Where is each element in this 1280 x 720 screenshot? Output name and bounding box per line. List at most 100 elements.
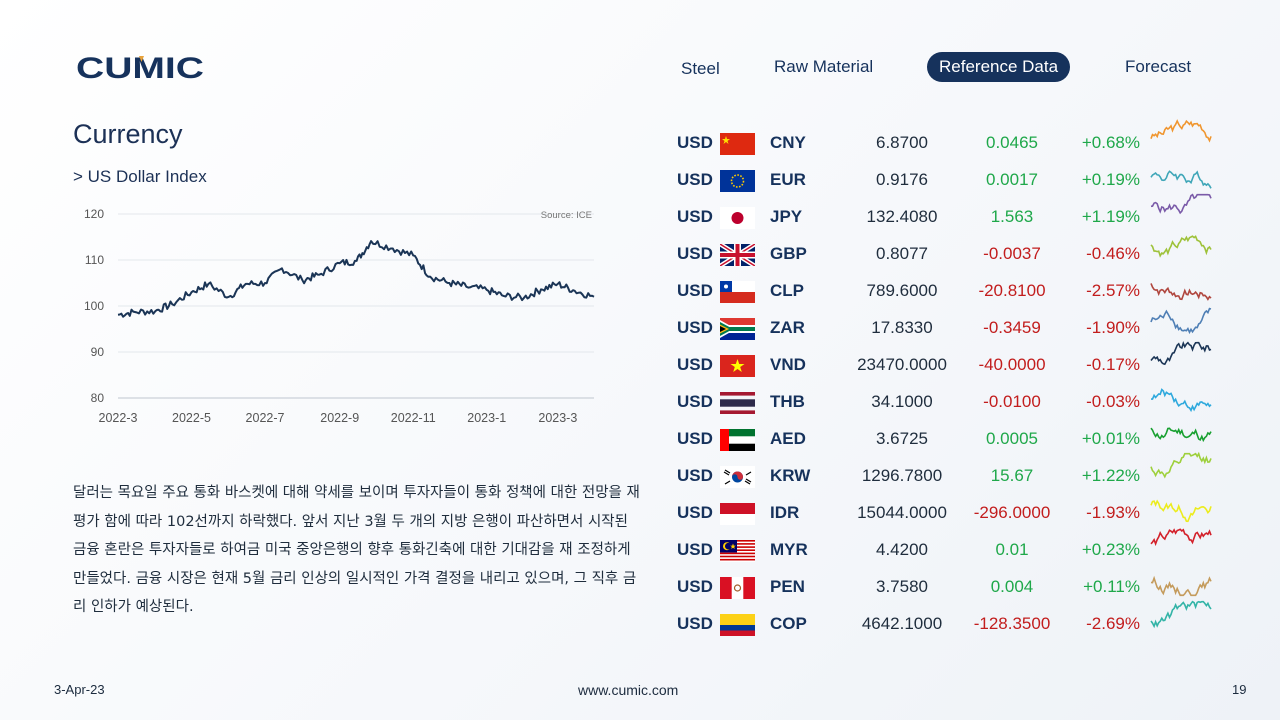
base-currency: USD bbox=[677, 577, 713, 596]
exchange-rate: 3.6725 bbox=[876, 429, 928, 448]
nav-tab-reference-data[interactable]: Reference Data bbox=[927, 52, 1071, 82]
x-tick-label: 2022-11 bbox=[391, 411, 436, 425]
rate-change: 15.67 bbox=[990, 466, 1034, 485]
rate-change-percent: -1.93% bbox=[1086, 503, 1140, 522]
currency-row-cop: USD COP 4642.1000 -128.3500 -2.69% bbox=[676, 600, 1216, 640]
currency-code: MYR bbox=[770, 540, 808, 559]
exchange-rate: 3.7580 bbox=[876, 577, 928, 596]
sparkline-thb bbox=[1151, 388, 1212, 413]
rate-change: 0.0465 bbox=[986, 133, 1038, 152]
currency-code: THB bbox=[770, 392, 805, 411]
y-tick-label: 100 bbox=[84, 299, 104, 313]
flag-my-icon bbox=[720, 540, 755, 562]
sparkline-krw bbox=[1150, 451, 1212, 479]
rate-change: 0.0017 bbox=[986, 170, 1038, 189]
sparkline-aed bbox=[1150, 427, 1212, 443]
currency-row-gbp: USD GBP 0.8077 -0.0037 -0.46% bbox=[676, 235, 1216, 270]
rate-change: 0.0005 bbox=[986, 429, 1038, 448]
exchange-rate: 1296.7800 bbox=[861, 466, 943, 485]
currency-code: CLP bbox=[770, 281, 804, 300]
flag-th-icon bbox=[720, 392, 755, 414]
rate-change: 0.004 bbox=[990, 577, 1034, 596]
sparkline-vnd bbox=[1150, 341, 1212, 366]
currency-code: ZAR bbox=[770, 318, 805, 337]
sparkline-zar bbox=[1150, 307, 1212, 335]
rate-change-percent: -2.57% bbox=[1086, 281, 1140, 300]
currency-row-thb: USD THB 34.1000 -0.0100 -0.03% bbox=[676, 388, 1216, 418]
base-currency: USD bbox=[677, 281, 713, 300]
exchange-rate: 6.8700 bbox=[876, 133, 928, 152]
svg-text:CUMIC: CUMIC bbox=[76, 54, 204, 82]
rate-change-percent: -1.90% bbox=[1086, 318, 1140, 337]
currency-code: IDR bbox=[770, 503, 800, 522]
dollar-index-line bbox=[117, 240, 595, 318]
sparkline-cop bbox=[1150, 600, 1212, 629]
currency-row-zar: USD ZAR 17.8330 -0.3459 -1.90% bbox=[676, 307, 1216, 344]
sparkline-gbp bbox=[1150, 235, 1212, 258]
currency-row-eur: USD EUR 0.9176 0.0017 +0.19% bbox=[676, 166, 1216, 196]
rate-change-percent: +0.68% bbox=[1081, 133, 1140, 152]
base-currency: USD bbox=[677, 503, 713, 522]
exchange-rate: 0.8077 bbox=[876, 244, 928, 263]
flag-ae-icon bbox=[720, 429, 755, 451]
flag-cn-icon bbox=[720, 133, 755, 155]
x-tick-label: 2022-3 bbox=[99, 411, 138, 425]
base-currency: USD bbox=[677, 244, 713, 263]
x-tick-label: 2022-7 bbox=[246, 411, 285, 425]
x-tick-label: 2023-1 bbox=[467, 411, 506, 425]
exchange-rate: 23470.0000 bbox=[857, 355, 947, 374]
currency-row-krw: USD KRW 1296.7800 15.67 +1.22% bbox=[676, 451, 1216, 492]
exchange-rate: 789.6000 bbox=[866, 281, 938, 300]
flag-eu-icon bbox=[720, 170, 755, 192]
rate-change: 1.563 bbox=[990, 207, 1034, 226]
x-tick-label: 2022-5 bbox=[172, 411, 211, 425]
currency-row-clp: USD CLP 789.6000 -20.8100 -2.57% bbox=[676, 277, 1216, 307]
currency-row-cny: USD CNY 6.8700 0.0465 +0.68% bbox=[676, 119, 1216, 159]
nav-tab-raw-material[interactable]: Raw Material bbox=[774, 57, 874, 76]
exchange-rate: 0.9176 bbox=[876, 170, 928, 189]
currency-code: GBP bbox=[770, 244, 807, 263]
sparkline-myr bbox=[1150, 528, 1212, 547]
currency-code: KRW bbox=[770, 466, 811, 485]
rate-change: -296.0000 bbox=[973, 503, 1051, 522]
currency-code: VND bbox=[770, 355, 806, 374]
x-tick-label: 2023-3 bbox=[538, 411, 577, 425]
nav-tab-steel[interactable]: Steel bbox=[681, 59, 720, 78]
flag-pe-icon bbox=[720, 577, 755, 599]
flag-cl-icon bbox=[720, 281, 755, 303]
currency-row-jpy: USD JPY 132.4080 1.563 +1.19% bbox=[676, 193, 1216, 233]
base-currency: USD bbox=[677, 429, 713, 448]
base-currency: USD bbox=[677, 133, 713, 152]
footer-date: 3-Apr-23 bbox=[54, 682, 105, 697]
rate-change: -0.0100 bbox=[983, 392, 1041, 411]
rate-change-percent: +0.11% bbox=[1083, 577, 1140, 596]
flag-co-icon bbox=[720, 614, 755, 636]
sparkline-jpy bbox=[1150, 193, 1212, 215]
currency-row-aed: USD AED 3.6725 0.0005 +0.01% bbox=[676, 425, 1216, 455]
currency-row-idr: USD IDR 15044.0000 -296.0000 -1.93% bbox=[676, 499, 1216, 529]
y-tick-label: 90 bbox=[91, 345, 105, 359]
footer-url[interactable]: www.cumic.com bbox=[578, 682, 679, 698]
currency-code: JPY bbox=[770, 207, 803, 226]
chart-source: Source: ICE bbox=[541, 210, 592, 221]
rate-change: -20.8100 bbox=[978, 281, 1046, 300]
flag-jp-icon bbox=[720, 207, 755, 229]
rate-change-percent: +1.19% bbox=[1081, 207, 1140, 226]
base-currency: USD bbox=[677, 355, 713, 374]
sparkline-eur bbox=[1150, 170, 1212, 189]
sparkline-pen bbox=[1150, 575, 1212, 597]
base-currency: USD bbox=[677, 170, 713, 189]
exchange-rate: 132.4080 bbox=[866, 207, 938, 226]
rate-change: -40.0000 bbox=[978, 355, 1046, 374]
rate-change-percent: +0.23% bbox=[1081, 540, 1140, 559]
flag-id-icon bbox=[720, 503, 755, 525]
nav-tab-forecast[interactable]: Forecast bbox=[1125, 57, 1192, 76]
rate-change-percent: -0.17% bbox=[1086, 355, 1140, 374]
rate-change: 0.01 bbox=[995, 540, 1029, 559]
y-tick-label: 110 bbox=[85, 253, 104, 267]
currency-row-myr: USD MYR 4.4200 0.01 +0.23% bbox=[676, 528, 1216, 566]
currency-code: CNY bbox=[770, 133, 806, 152]
rate-change: -128.3500 bbox=[973, 614, 1051, 633]
rate-change: -0.0037 bbox=[983, 244, 1041, 263]
base-currency: USD bbox=[677, 614, 713, 633]
